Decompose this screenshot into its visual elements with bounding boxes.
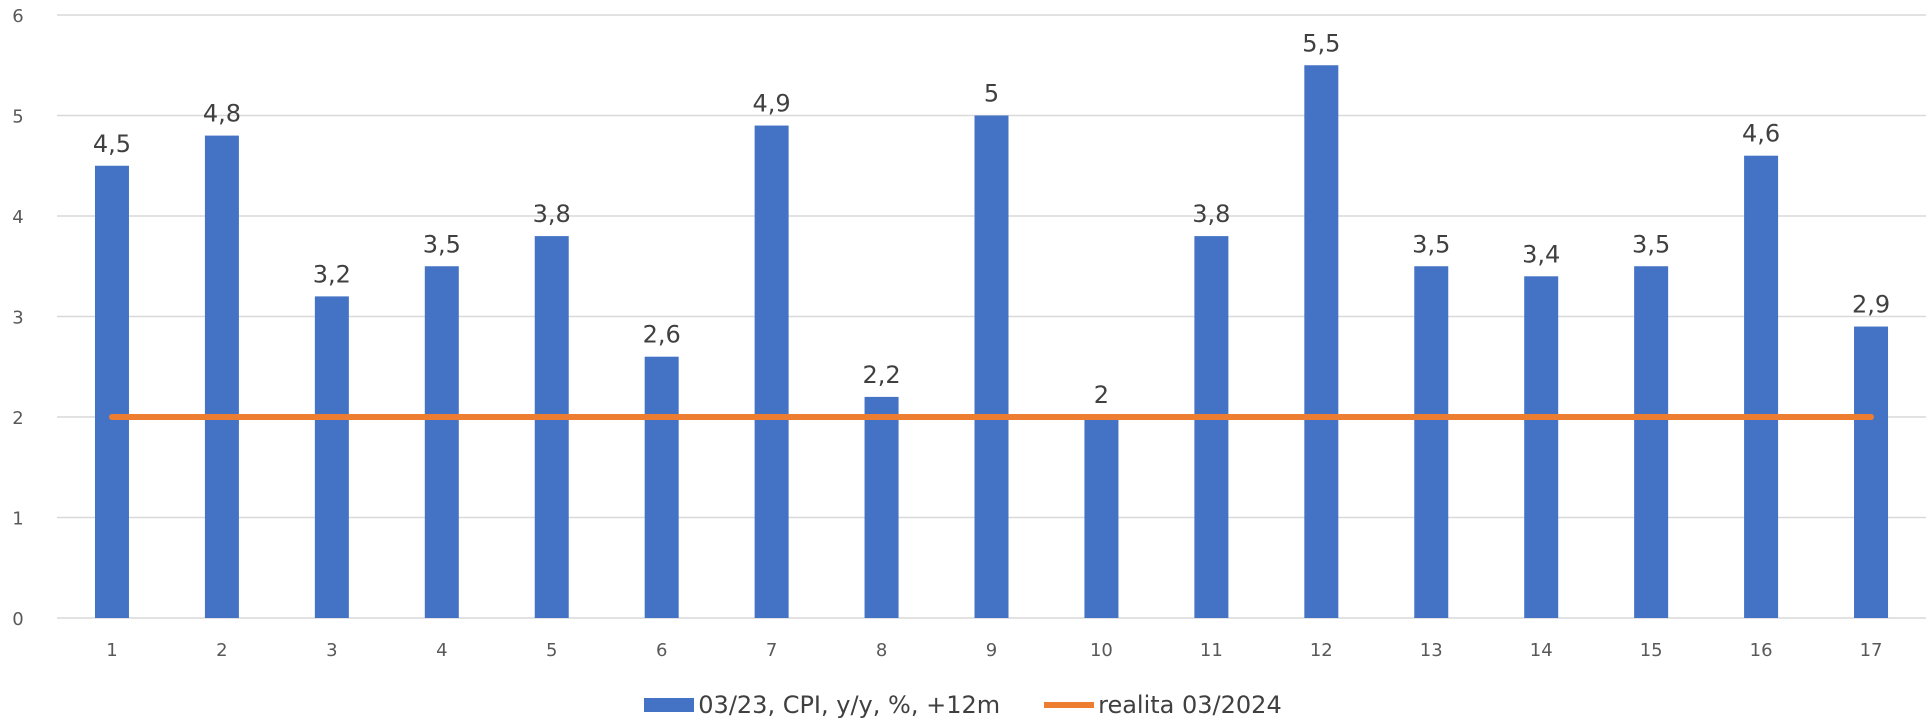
data-label: 2 — [1094, 381, 1109, 409]
x-tick-label: 9 — [986, 640, 997, 661]
x-tick-label: 16 — [1750, 640, 1773, 661]
bar — [1854, 326, 1889, 618]
x-tick-label: 1 — [106, 640, 117, 661]
bar — [864, 396, 899, 618]
bar — [424, 266, 459, 618]
bar — [1084, 417, 1119, 618]
bar — [94, 165, 129, 618]
y-tick-label: 3 — [12, 308, 23, 329]
bar — [1304, 65, 1339, 618]
x-tick-label: 14 — [1530, 640, 1553, 661]
data-label: 5 — [984, 80, 999, 108]
data-label: 4,9 — [753, 90, 791, 118]
x-tick-label: 6 — [656, 640, 667, 661]
x-tick-label: 13 — [1420, 640, 1443, 661]
x-tick-label: 15 — [1640, 640, 1663, 661]
bar — [974, 115, 1009, 618]
bar-series — [94, 65, 1889, 619]
bar — [1414, 266, 1449, 618]
y-tick-label: 4 — [12, 207, 23, 228]
data-label: 2,9 — [1852, 291, 1890, 319]
data-label: 3,8 — [1192, 200, 1230, 228]
legend-swatch-bar — [644, 698, 695, 712]
legend-label-bar: 03/23, CPI, y/y, %, +12m — [698, 691, 1001, 719]
bar — [1744, 155, 1779, 618]
y-tick-label: 0 — [12, 609, 23, 630]
bar — [1634, 266, 1669, 618]
x-tick-label: 11 — [1200, 640, 1223, 661]
data-label: 2,2 — [862, 361, 900, 389]
data-label: 4,5 — [93, 130, 131, 158]
data-label: 5,5 — [1302, 29, 1340, 57]
y-tick-label: 6 — [12, 6, 23, 27]
bar — [754, 125, 789, 619]
x-tick-label: 2 — [216, 640, 227, 661]
data-label: 3,2 — [313, 260, 351, 288]
data-label: 3,5 — [1632, 230, 1670, 258]
x-tick-label: 3 — [326, 640, 337, 661]
legend-label-line: realita 03/2024 — [1098, 691, 1282, 719]
data-label: 4,8 — [203, 100, 241, 128]
legend-item-line: realita 03/2024 — [1044, 691, 1282, 719]
bar — [204, 135, 239, 618]
x-tick-label: 10 — [1090, 640, 1113, 661]
data-label: 4,6 — [1742, 120, 1780, 148]
y-tick-label: 5 — [12, 107, 23, 128]
legend: 03/23, CPI, y/y, %, +12m realita 03/2024 — [0, 690, 1926, 720]
data-labels: 4,5 4,8 3,2 3,5 3,8 2,6 4,9 2,2 5 2 3,8 5,5 3,5 3,4 3,… — [93, 29, 1890, 409]
y-tick-label: 1 — [12, 509, 23, 530]
x-tick-label: 5 — [546, 640, 557, 661]
bar — [314, 296, 349, 618]
bar — [644, 356, 679, 618]
bar — [534, 236, 569, 618]
data-label: 3,4 — [1522, 240, 1560, 268]
x-tick-label: 7 — [766, 640, 777, 661]
legend-item-bar: 03/23, CPI, y/y, %, +12m — [644, 691, 1000, 719]
x-tick-label: 12 — [1310, 640, 1333, 661]
data-label: 3,5 — [423, 230, 461, 258]
x-tick-label: 8 — [876, 640, 887, 661]
x-axis-ticks: 1 2 3 4 5 6 7 8 9 10 11 12 13 14 15 16 17 — [106, 640, 1882, 661]
bar — [1524, 276, 1559, 618]
y-tick-label: 2 — [12, 408, 23, 429]
legend-swatch-line — [1044, 702, 1095, 708]
bar — [1194, 236, 1229, 618]
x-tick-label: 17 — [1860, 640, 1883, 661]
data-label: 2,6 — [643, 321, 681, 349]
x-tick-label: 4 — [436, 640, 447, 661]
data-label: 3,5 — [1412, 230, 1450, 258]
data-label: 3,8 — [533, 200, 571, 228]
y-axis-ticks: 0 1 2 3 4 5 6 — [12, 6, 23, 630]
